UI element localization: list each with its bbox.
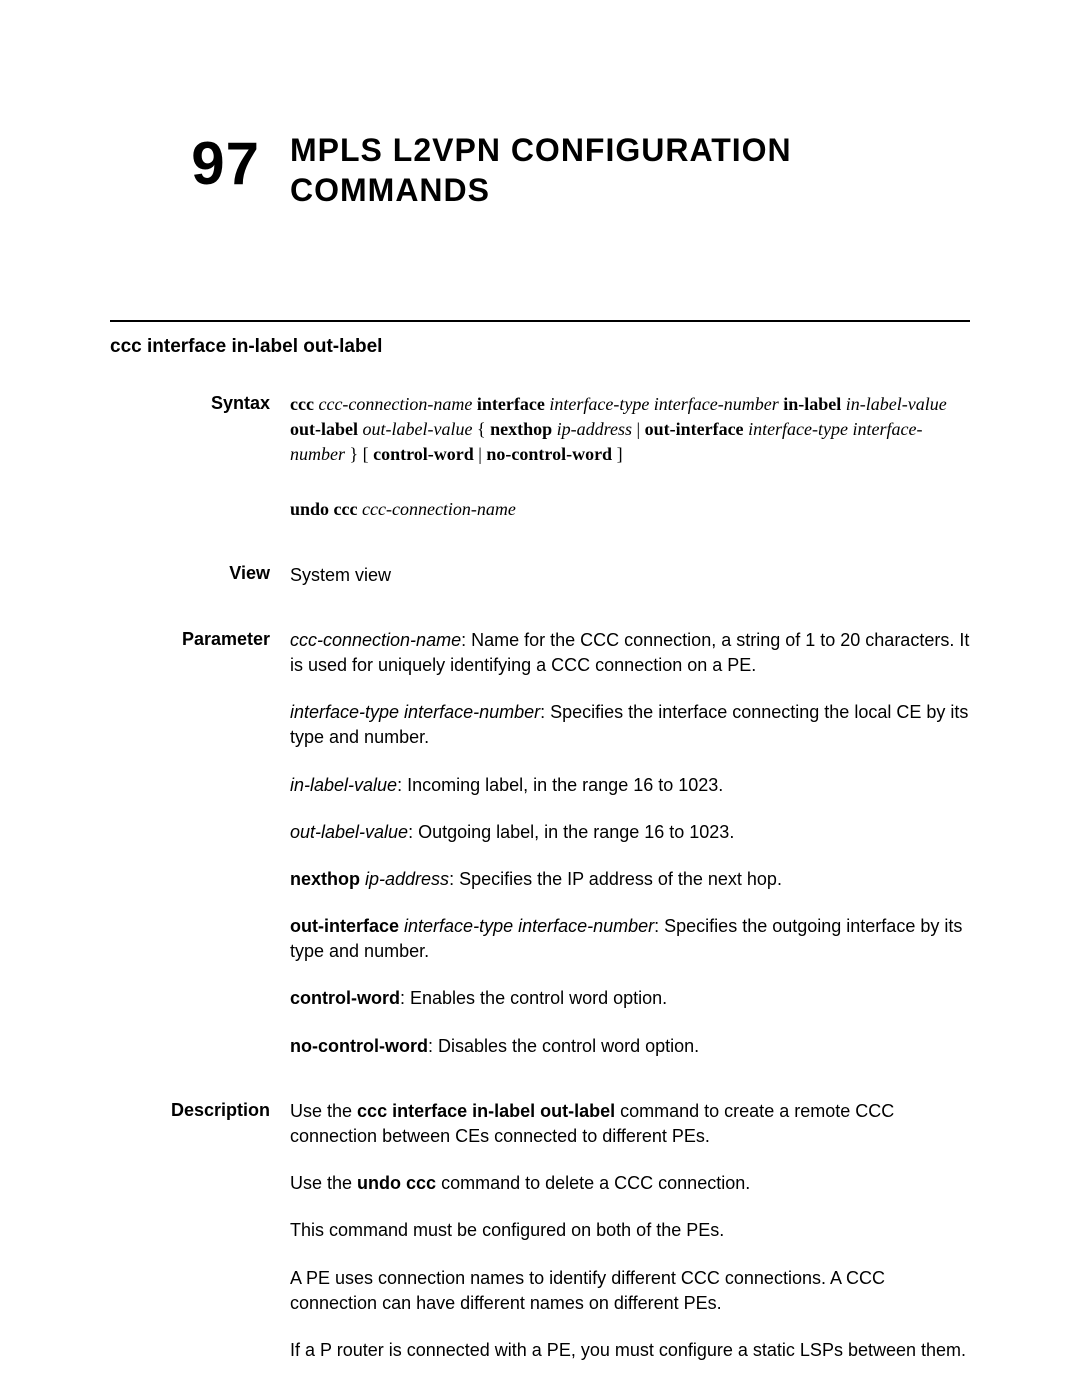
- p2-ital: interface-type interface-number: [290, 702, 540, 722]
- undo-line: undo ccc ccc-connection-name: [290, 496, 970, 522]
- arg-outlabel: out-label-value: [363, 419, 473, 439]
- kw-interface: interface: [477, 394, 545, 414]
- p6-bold: out-interface: [290, 916, 399, 936]
- p5-bold: nexthop: [290, 869, 360, 889]
- title-part2: C: [290, 172, 314, 208]
- kw-cw: control-word: [373, 444, 474, 464]
- parameter-body: ccc-connection-name: Name for the CCC co…: [290, 628, 970, 1059]
- p7-rest: : Enables the control word option.: [400, 988, 667, 1008]
- pipe2: |: [478, 444, 482, 464]
- desc-4: A PE uses connection names to identify d…: [290, 1266, 970, 1316]
- param-2: interface-type interface-number: Specifi…: [290, 700, 970, 750]
- title-part2-sc: OMMANDS: [314, 172, 490, 208]
- arg-itype: interface-type interface-number: [549, 394, 778, 414]
- chapter-title: MPLS L2VPN CONFIGURATION COMMANDS: [290, 130, 792, 210]
- kw-nexthop: nexthop: [490, 419, 552, 439]
- bracket-open: [: [363, 444, 369, 464]
- param-7: control-word: Enables the control word o…: [290, 986, 970, 1011]
- description-label: Description: [110, 1099, 290, 1363]
- brace-close: }: [350, 444, 359, 464]
- p3-rest: : Incoming label, in the range 16 to 102…: [397, 775, 723, 795]
- p4-rest: : Outgoing label, in the range 16 to 102…: [408, 822, 734, 842]
- desc-5: If a P router is connected with a PE, yo…: [290, 1338, 970, 1363]
- param-3: in-label-value: Incoming label, in the r…: [290, 773, 970, 798]
- d1-pre: Use the: [290, 1101, 357, 1121]
- syntax-text: ccc ccc-connection-name interface interf…: [290, 392, 970, 468]
- view-body: System view: [290, 562, 970, 588]
- desc-2: Use the undo ccc command to delete a CCC…: [290, 1171, 970, 1196]
- d2-post: command to delete a CCC connection.: [436, 1173, 750, 1193]
- description-row: Description Use the ccc interface in-lab…: [110, 1099, 970, 1363]
- description-body: Use the ccc interface in-label out-label…: [290, 1099, 970, 1363]
- kw-outlabel: out-label: [290, 419, 358, 439]
- brace-open: {: [477, 419, 486, 439]
- p8-bold: no-control-word: [290, 1036, 428, 1056]
- kw-ccc: ccc: [290, 394, 314, 414]
- view-row: View System view: [110, 562, 970, 588]
- kw-ncw: no-control-word: [486, 444, 612, 464]
- d2-pre: Use the: [290, 1173, 357, 1193]
- d1-bold: ccc interface in-label out-label: [357, 1101, 615, 1121]
- kw-inlabel: in-label: [783, 394, 841, 414]
- param-5: nexthop ip-address: Specifies the IP add…: [290, 867, 970, 892]
- param-8: no-control-word: Disables the control wo…: [290, 1034, 970, 1059]
- parameter-label: Parameter: [110, 628, 290, 1059]
- title-part1-sc: ONFIGURATION: [535, 132, 792, 168]
- syntax-body: ccc ccc-connection-name interface interf…: [290, 392, 970, 522]
- section-rule: [110, 320, 970, 322]
- desc-1: Use the ccc interface in-label out-label…: [290, 1099, 970, 1149]
- p8-rest: : Disables the control word option.: [428, 1036, 699, 1056]
- p5-rest: : Specifies the IP address of the next h…: [449, 869, 782, 889]
- param-6: out-interface interface-type interface-n…: [290, 914, 970, 964]
- parameter-row: Parameter ccc-connection-name: Name for …: [110, 628, 970, 1059]
- p6-ital: interface-type interface-number: [404, 916, 654, 936]
- kw-outif: out-interface: [645, 419, 744, 439]
- section-heading: ccc interface in-label out-label: [110, 336, 970, 358]
- param-4: out-label-value: Outgoing label, in the …: [290, 820, 970, 845]
- d2-bold: undo ccc: [357, 1173, 436, 1193]
- syntax-row: Syntax ccc ccc-connection-name interface…: [110, 392, 970, 522]
- desc-3: This command must be configured on both …: [290, 1218, 970, 1243]
- p7-bold: control-word: [290, 988, 400, 1008]
- chapter-number: 97: [110, 130, 290, 194]
- pipe1: |: [636, 419, 640, 439]
- syntax-label: Syntax: [110, 392, 290, 522]
- p5-ital: ip-address: [365, 869, 449, 889]
- view-label: View: [110, 562, 290, 588]
- bracket-close: ]: [617, 444, 623, 464]
- chapter-header: 97 MPLS L2VPN CONFIGURATION COMMANDS: [110, 130, 970, 210]
- title-part1: MPLS L2VPN C: [290, 132, 535, 168]
- arg-inlabel: in-label-value: [846, 394, 947, 414]
- arg-ip: ip-address: [557, 419, 632, 439]
- p1-ital: ccc-connection-name: [290, 630, 461, 650]
- arg-undo-name: ccc-connection-name: [362, 499, 516, 519]
- p3-ital: in-label-value: [290, 775, 397, 795]
- p4-ital: out-label-value: [290, 822, 408, 842]
- param-1: ccc-connection-name: Name for the CCC co…: [290, 628, 970, 678]
- kw-undo-ccc: undo ccc: [290, 499, 358, 519]
- arg-ccc-name: ccc-connection-name: [318, 394, 472, 414]
